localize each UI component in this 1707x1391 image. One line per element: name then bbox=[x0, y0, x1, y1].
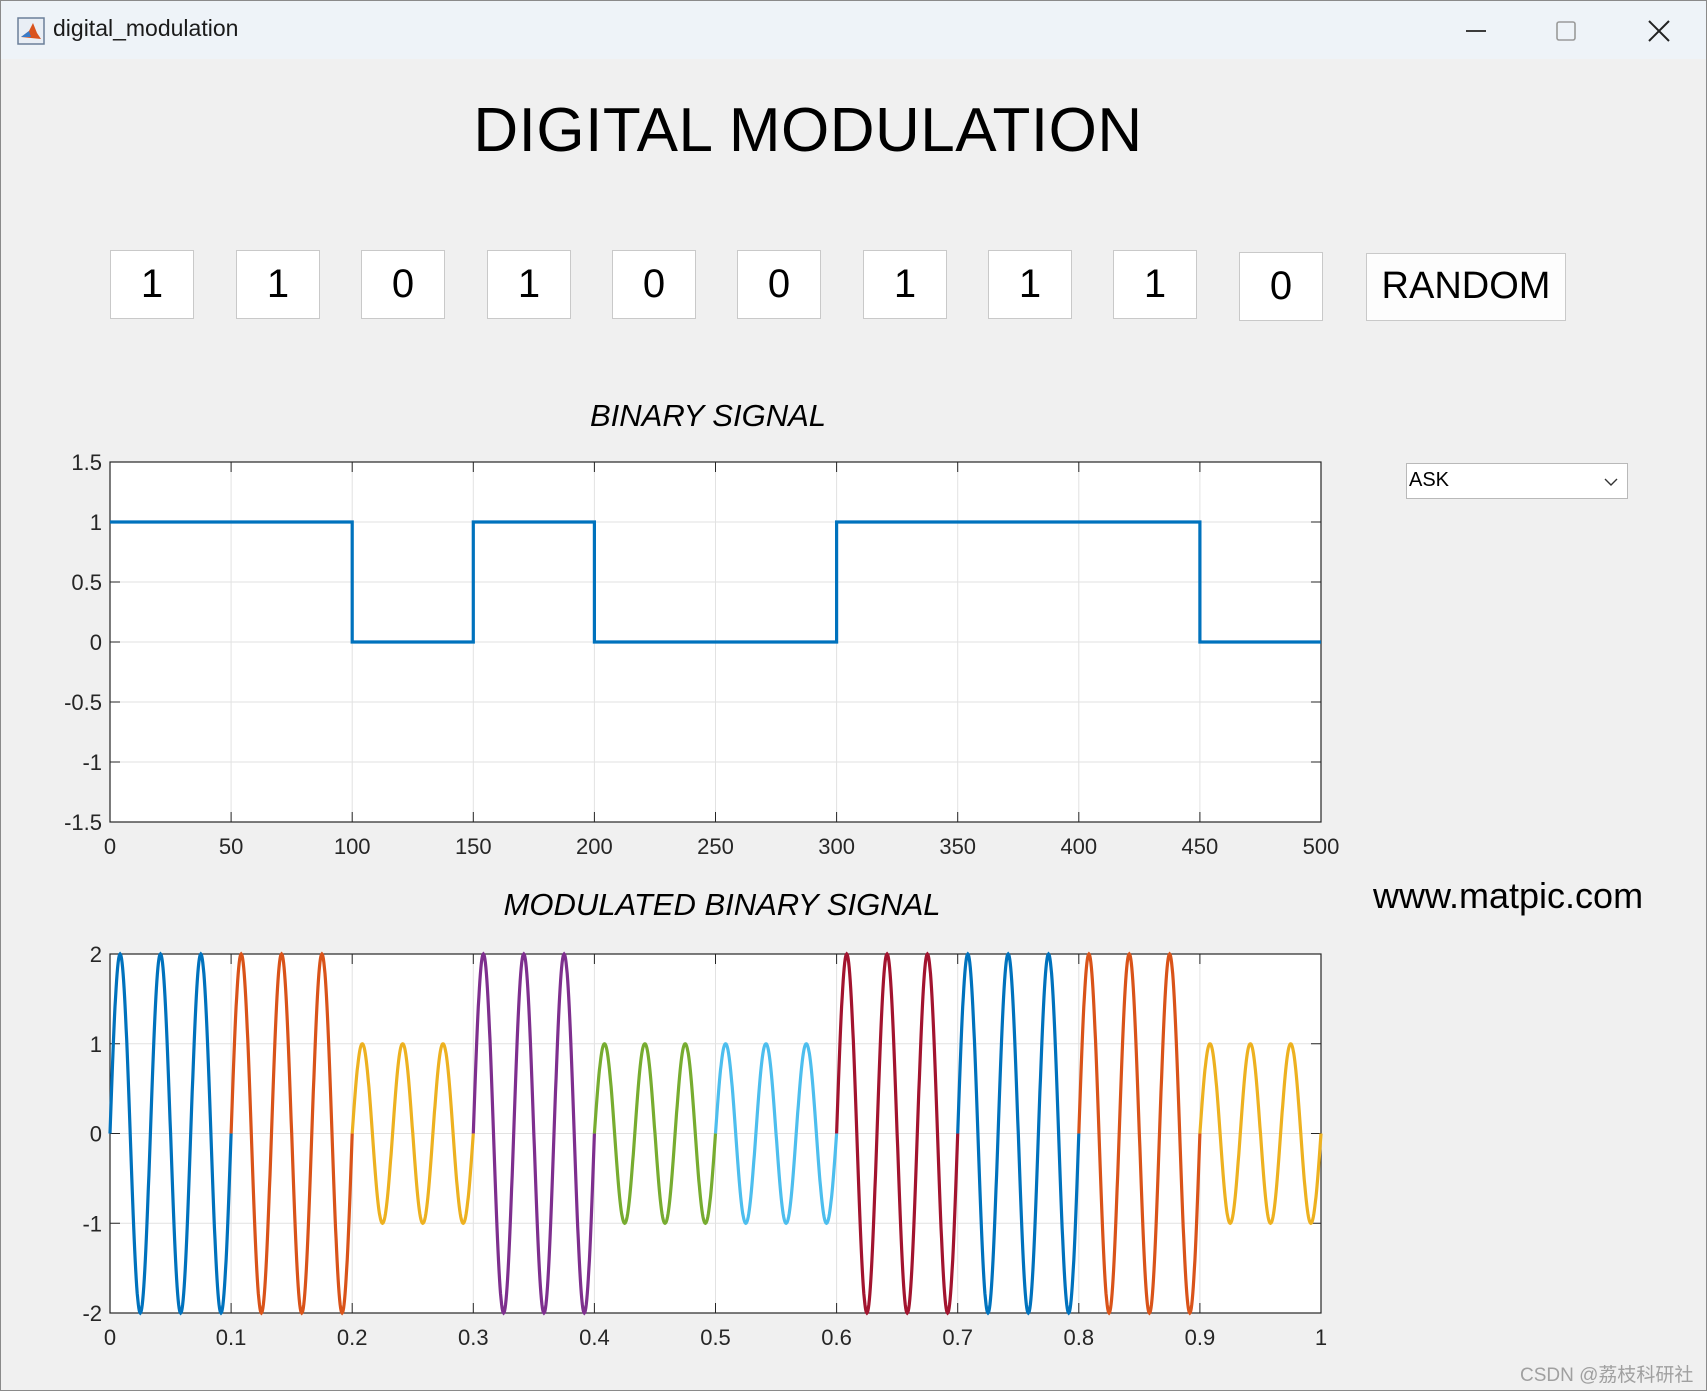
title-bar: digital_modulation bbox=[1, 1, 1706, 59]
binary-xtick-label: 200 bbox=[576, 834, 613, 859]
bit-field-6[interactable]: 0 bbox=[737, 250, 821, 319]
bit-field-3[interactable]: 0 bbox=[361, 250, 445, 319]
binary-ytick-label: 0.5 bbox=[71, 570, 102, 595]
minimize-icon[interactable] bbox=[1456, 11, 1496, 51]
binary-chart-title: BINARY SIGNAL bbox=[590, 398, 826, 433]
modulation-select[interactable]: ASK bbox=[1406, 463, 1628, 499]
page-title: DIGITAL MODULATION bbox=[473, 96, 1143, 165]
binary-ytick-label: -1.5 bbox=[64, 810, 102, 835]
maximize-icon[interactable] bbox=[1546, 11, 1586, 51]
random-button[interactable]: RANDOM bbox=[1366, 253, 1566, 321]
bit-field-2[interactable]: 1 bbox=[236, 250, 320, 319]
binary-xtick-label: 300 bbox=[818, 834, 855, 859]
bit-field-10[interactable]: 0 bbox=[1239, 252, 1323, 321]
bit-field-8[interactable]: 1 bbox=[988, 250, 1072, 319]
binary-xtick-label: 100 bbox=[334, 834, 371, 859]
binary-xtick-label: 500 bbox=[1303, 834, 1340, 859]
csdn-credit: CSDN @荔枝科研社 bbox=[1520, 1365, 1694, 1386]
binary-signal-chart: BINARY SIGNAL 0 50 100 150 200 250 300 350 400 45… bbox=[64, 398, 1340, 859]
binary-xtick-label: 450 bbox=[1182, 834, 1219, 859]
bit-field-4[interactable]: 1 bbox=[487, 250, 571, 319]
binary-xtick-label: 150 bbox=[455, 834, 492, 859]
binary-signal-line bbox=[110, 520, 1321, 644]
close-icon[interactable] bbox=[1639, 11, 1679, 51]
matlab-icon bbox=[17, 17, 45, 45]
binary-xtick-label: 50 bbox=[219, 834, 243, 859]
binary-ytick-label: 1 bbox=[90, 510, 102, 535]
binary-ytick-label: 0 bbox=[90, 630, 102, 655]
binary-ytick-label: -1 bbox=[82, 750, 102, 775]
bit-field-9[interactable]: 1 bbox=[1113, 250, 1197, 319]
bit-field-1[interactable]: 1 bbox=[110, 250, 194, 319]
binary-xtick-label: 0 bbox=[104, 834, 116, 859]
binary-xtick-label: 400 bbox=[1060, 834, 1097, 859]
binary-xtick-label: 250 bbox=[697, 834, 734, 859]
binary-ytick-label: 1.5 bbox=[71, 450, 102, 475]
modulation-select-value: ASK bbox=[1409, 469, 1450, 491]
bit-field-5[interactable]: 0 bbox=[612, 250, 696, 319]
binary-xtick-label: 350 bbox=[939, 834, 976, 859]
window-title: digital_modulation bbox=[53, 15, 239, 41]
binary-ytick-label: -0.5 bbox=[64, 690, 102, 715]
watermark-url: www.matpic.com bbox=[1373, 875, 1644, 916]
bit-field-7[interactable]: 1 bbox=[863, 250, 947, 319]
chevron-down-icon bbox=[1604, 478, 1618, 486]
